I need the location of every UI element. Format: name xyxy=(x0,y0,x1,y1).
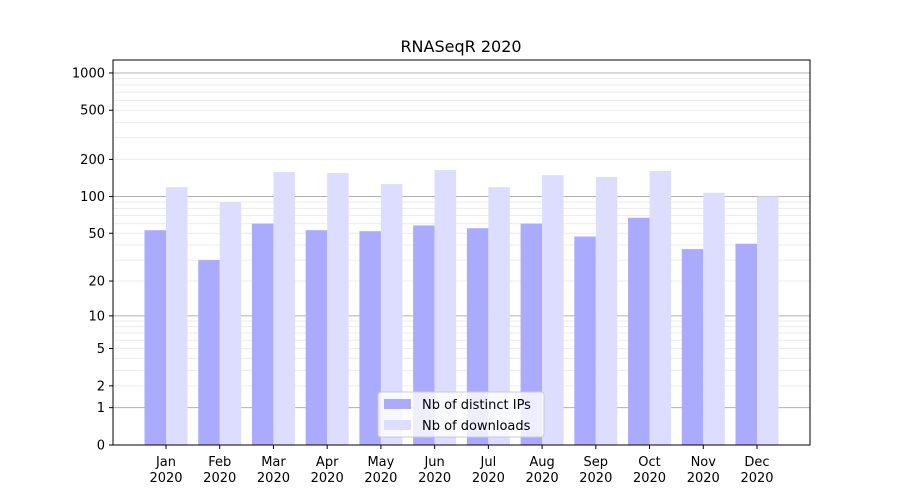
x-tick-label: Feb 2020 xyxy=(203,455,236,486)
bar-distinct-ips xyxy=(413,225,435,445)
x-tick-label: Jun 2020 xyxy=(418,455,451,486)
bars xyxy=(144,170,779,446)
bar-downloads xyxy=(434,170,457,446)
legend-swatch-downloads xyxy=(384,420,411,430)
bar-downloads xyxy=(488,187,510,445)
bar-distinct-ips xyxy=(305,230,328,445)
x-tick-label: Oct 2020 xyxy=(633,455,666,486)
x-tick-label: Dec 2020 xyxy=(740,455,773,486)
bar-distinct-ips xyxy=(466,228,489,445)
y-tick-label: 200 xyxy=(80,153,105,168)
y-tick-label: 100 xyxy=(80,190,105,205)
bar-distinct-ips xyxy=(681,249,704,445)
y-tick-label: 10 xyxy=(88,309,105,324)
x-tick-label: Mar 2020 xyxy=(257,455,290,486)
bar-distinct-ips xyxy=(144,230,166,445)
bar-downloads xyxy=(757,196,779,445)
bar-downloads xyxy=(327,173,349,445)
y-tick-label: 0 xyxy=(97,439,105,454)
bar-downloads xyxy=(380,184,403,445)
bar-downloads xyxy=(273,172,295,445)
bar-downloads xyxy=(166,187,188,445)
x-tick-label: May 2020 xyxy=(364,455,397,486)
y-tick-label: 2 xyxy=(97,379,105,394)
bar-distinct-ips xyxy=(735,243,757,445)
x-tick-label: Jul 2020 xyxy=(472,455,505,486)
chart-title: RNASeqR 2020 xyxy=(400,37,521,56)
y-tick-label: 5 xyxy=(97,342,105,357)
x-tick-label: Sep 2020 xyxy=(579,455,612,486)
bar-downloads xyxy=(542,175,564,446)
legend-label-downloads: Nb of downloads xyxy=(422,419,531,434)
y-tick-label: 500 xyxy=(80,104,105,119)
bar-downloads xyxy=(649,171,672,445)
x-tick-label: Jan 2020 xyxy=(149,455,182,486)
y-axis: 0 1 2 5 10 20 50 100 200 500 1000 xyxy=(72,66,113,454)
y-tick-label: 1000 xyxy=(72,66,105,81)
y-tick-label: 50 xyxy=(88,227,105,242)
bar-downloads xyxy=(703,192,725,445)
x-tick-label: Apr 2020 xyxy=(311,455,344,486)
x-axis: Jan 2020 Feb 2020 Mar 2020 Apr 2020 May 2020 Jun 20… xyxy=(149,445,774,486)
bar-distinct-ips xyxy=(520,223,543,445)
plot-frame xyxy=(112,59,811,446)
legend-box xyxy=(377,391,545,438)
bar-distinct-ips xyxy=(359,231,381,445)
y-tick-label: 1 xyxy=(97,401,105,416)
bar-distinct-ips xyxy=(198,260,220,445)
bar-distinct-ips xyxy=(628,217,650,445)
legend-label-ips: Nb of distinct IPs xyxy=(422,398,531,413)
y-tick-label: 20 xyxy=(88,275,105,290)
bar-downloads xyxy=(595,176,618,446)
x-tick-label: Nov 2020 xyxy=(687,455,720,486)
bar-distinct-ips xyxy=(251,223,274,445)
legend-swatch-ips xyxy=(384,399,411,409)
x-tick-label: Aug 2020 xyxy=(526,455,559,486)
bar-distinct-ips xyxy=(574,236,596,445)
bar-downloads xyxy=(219,202,242,445)
legend: Nb of distinct IPs Nb of downloads xyxy=(377,391,545,438)
